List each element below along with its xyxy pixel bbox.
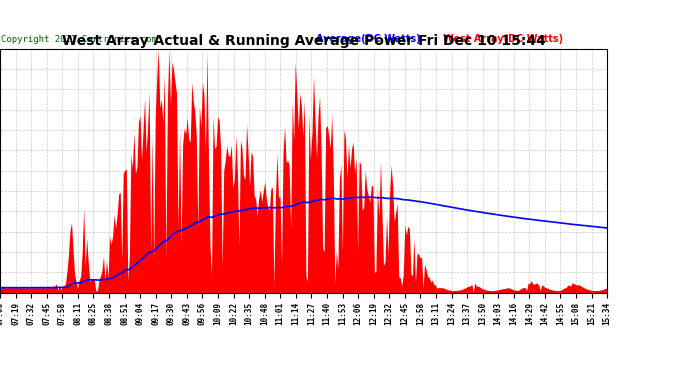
Text: Average(DC Watts): Average(DC Watts)	[316, 34, 420, 44]
Text: Copyright 2021 Cartronics.com: Copyright 2021 Cartronics.com	[1, 35, 157, 44]
Title: West Array Actual & Running Average Power Fri Dec 10 15:44: West Array Actual & Running Average Powe…	[61, 34, 546, 48]
Text: West Array(DC Watts): West Array(DC Watts)	[443, 34, 563, 44]
